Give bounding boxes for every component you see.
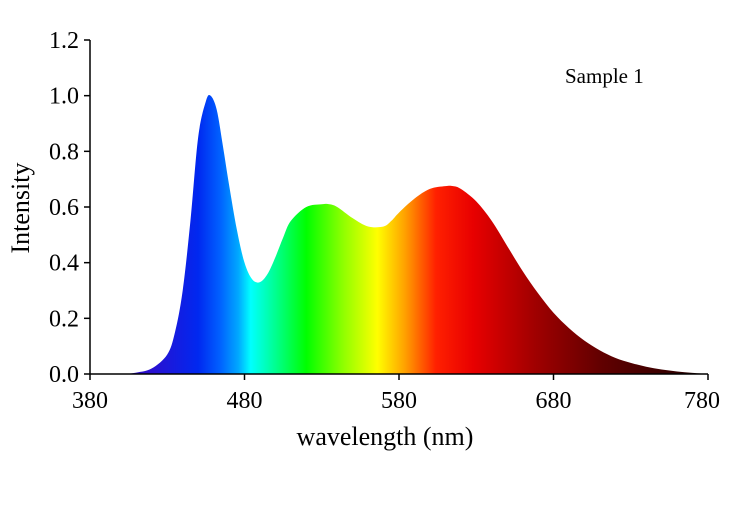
x-axis-label: wavelength (nm): [297, 422, 474, 451]
x-tick-label: 380: [72, 388, 108, 414]
y-axis-ticks: 0.0 0.2 0.4 0.6 0.8 1.0 1.2: [49, 28, 90, 388]
x-tick-label: 580: [381, 388, 417, 414]
y-tick-label: 0.2: [49, 306, 79, 332]
y-tick-label: 1.2: [49, 28, 79, 54]
y-tick-label: 0.8: [49, 139, 79, 165]
y-tick-label: 0.4: [49, 251, 79, 277]
x-tick-label: 480: [227, 388, 263, 414]
x-axis-ticks: 380 480 580 680 780: [72, 374, 720, 414]
y-axis-label: Intensity: [6, 163, 35, 254]
y-tick-label: 1.0: [49, 84, 79, 110]
x-tick-label: 780: [684, 388, 720, 414]
sample-label: Sample 1: [565, 64, 644, 88]
x-tick-label: 680: [536, 388, 572, 414]
y-tick-label: 0.6: [49, 195, 79, 221]
y-tick-label: 0.0: [49, 362, 79, 388]
spectrum-area: [90, 94, 708, 374]
